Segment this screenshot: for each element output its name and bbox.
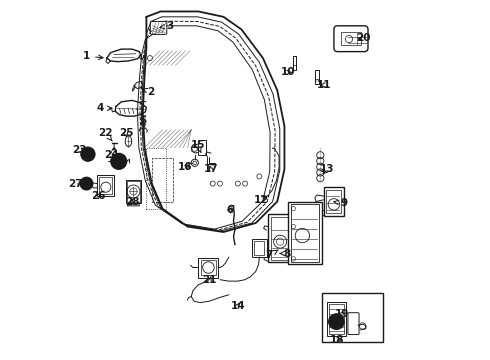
Text: 16: 16 <box>178 162 193 172</box>
Bar <box>271 217 293 260</box>
Text: 14: 14 <box>230 301 245 311</box>
Text: 22: 22 <box>98 129 113 141</box>
Bar <box>147 148 166 209</box>
Bar <box>252 239 267 257</box>
Text: 2: 2 <box>142 87 155 97</box>
Bar <box>269 214 295 262</box>
Text: 12: 12 <box>254 195 269 205</box>
Bar <box>254 241 265 255</box>
Bar <box>127 181 140 202</box>
Bar <box>97 175 115 196</box>
Text: 11: 11 <box>317 80 331 90</box>
Circle shape <box>81 147 95 161</box>
Text: 6: 6 <box>226 206 234 216</box>
Text: 24: 24 <box>104 150 119 160</box>
Bar <box>315 70 318 84</box>
Text: 5: 5 <box>139 116 147 126</box>
Bar <box>152 158 173 202</box>
Circle shape <box>80 177 93 190</box>
FancyBboxPatch shape <box>150 22 167 35</box>
Text: 18: 18 <box>330 334 344 345</box>
Text: 15: 15 <box>191 140 205 153</box>
Bar <box>326 190 341 213</box>
FancyBboxPatch shape <box>348 313 359 334</box>
Text: 26: 26 <box>91 191 105 201</box>
Text: 13: 13 <box>320 164 335 174</box>
FancyBboxPatch shape <box>334 26 368 51</box>
Text: 20: 20 <box>356 33 370 43</box>
Bar <box>288 202 322 264</box>
Text: 27: 27 <box>69 179 86 189</box>
Text: 9: 9 <box>334 198 347 208</box>
Text: 21: 21 <box>202 275 217 285</box>
Bar <box>99 177 112 194</box>
Bar <box>324 187 343 216</box>
Ellipse shape <box>125 136 132 147</box>
Text: 28: 28 <box>125 197 139 207</box>
Text: 25: 25 <box>119 129 133 138</box>
Circle shape <box>111 153 126 169</box>
Text: 8: 8 <box>280 248 291 258</box>
Text: 10: 10 <box>281 67 295 77</box>
Bar <box>327 302 346 336</box>
Bar <box>293 56 296 69</box>
Bar <box>200 260 216 275</box>
Text: 17: 17 <box>204 164 218 174</box>
Text: 3: 3 <box>160 21 173 31</box>
Text: 1: 1 <box>83 51 103 61</box>
Bar <box>126 180 141 203</box>
Bar <box>198 140 206 155</box>
Bar <box>329 304 344 334</box>
Text: 19: 19 <box>335 310 349 319</box>
Bar <box>198 258 218 278</box>
Text: 23: 23 <box>72 144 87 154</box>
FancyBboxPatch shape <box>322 293 383 342</box>
Bar <box>291 204 319 262</box>
Circle shape <box>329 314 344 329</box>
Text: 4: 4 <box>96 103 112 113</box>
Text: 7: 7 <box>266 250 278 260</box>
Bar <box>341 32 361 45</box>
